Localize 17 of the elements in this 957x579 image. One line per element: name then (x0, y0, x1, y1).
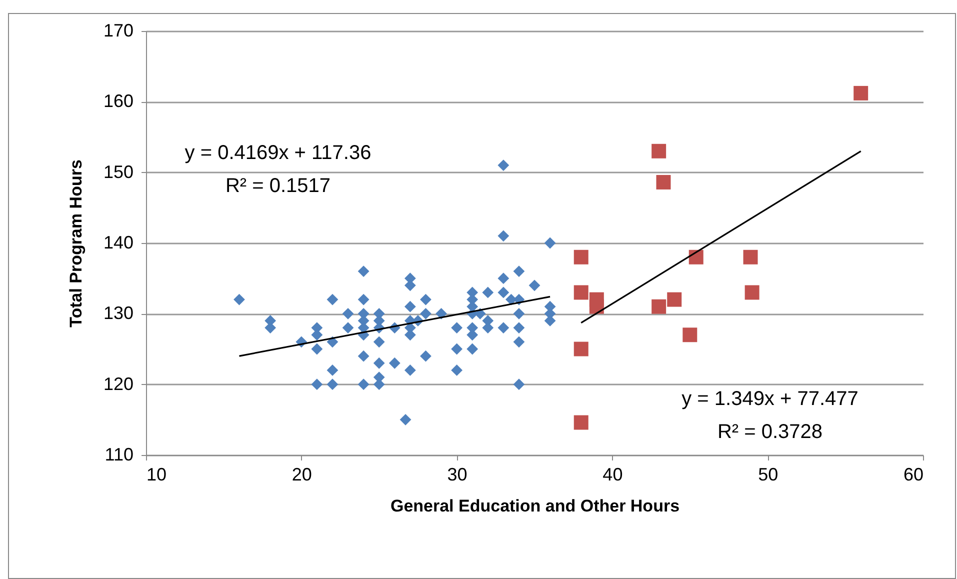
y-tick-label: 140 (103, 232, 134, 252)
annotation: y = 0.4169x + 117.36 R² = 0.1517 (184, 142, 372, 197)
y-tick-label: 130 (103, 303, 134, 324)
x-tick-label: 40 (602, 464, 623, 484)
annotation: y = 1.349x + 77.477 R² = 0.3728 (682, 388, 858, 443)
x-tick-label: 30 (447, 464, 468, 484)
x-tick-label: 20 (292, 464, 312, 484)
y-tick-label: 160 (103, 91, 134, 112)
y-tick-label: 150 (103, 162, 134, 182)
x-axis-title: General Education and Other Hours (390, 496, 680, 516)
x-tick-label: 10 (146, 464, 167, 484)
y-axis-title: Total Program Hours (66, 160, 86, 328)
x-tick-label: 50 (758, 464, 778, 484)
y-tick-label: 110 (104, 444, 134, 464)
y-tick-label: 170 (103, 20, 134, 40)
y-tick-label: 120 (103, 374, 134, 394)
x-tick-label: 60 (903, 464, 924, 484)
